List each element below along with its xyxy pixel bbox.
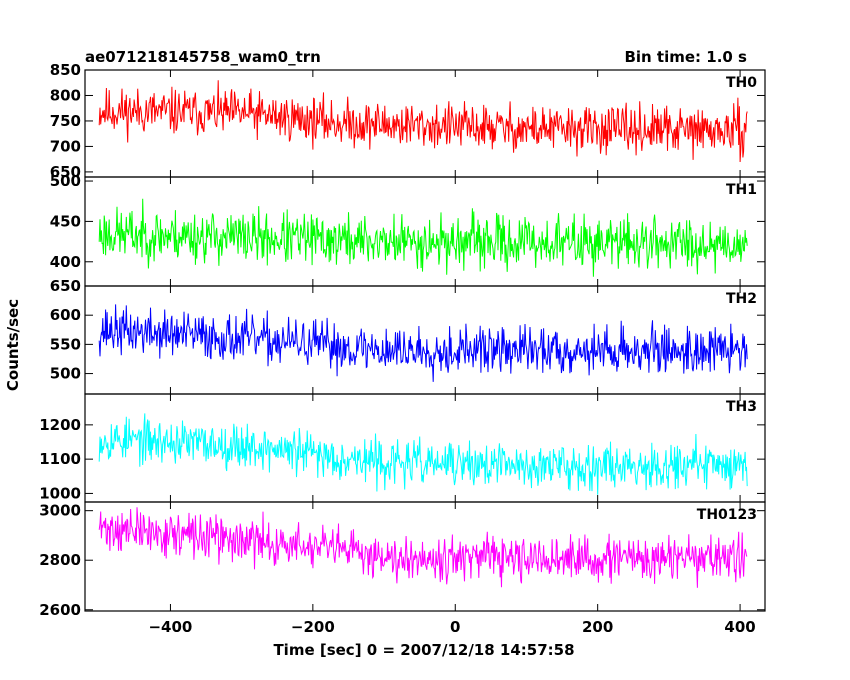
y-tick-label: 750 — [50, 112, 81, 130]
y-tick-label: 550 — [50, 335, 81, 353]
y-tick-label: 1100 — [39, 450, 81, 468]
panel-th0: 650 700 750 800 850 TH0 — [50, 61, 766, 181]
y-axis-label: Counts/sec — [4, 299, 22, 391]
panel-label: TH2 — [726, 291, 757, 307]
x-axis-label: Time [sec] 0 = 2007/12/18 14:57:58 — [273, 641, 574, 659]
panel-th0123: 2600 2800 3000 TH0123 — [39, 501, 766, 619]
y-tick-label: 3000 — [39, 502, 81, 520]
x-axis: −400 −200 0 200 400 — [148, 618, 755, 636]
y-tick-label: 850 — [50, 61, 81, 79]
series-line-th0 — [98, 80, 748, 163]
bin-time-label: Bin time: 1.0 s — [624, 48, 747, 66]
x-tick-label: 0 — [450, 618, 460, 636]
y-tick-label: 800 — [50, 86, 81, 104]
y-tick-label: 650 — [50, 277, 81, 295]
y-tick-label: 1200 — [39, 416, 81, 434]
series-line-th0123 — [98, 507, 748, 588]
y-tick-label: 1000 — [39, 484, 81, 502]
panel-th3: 1000 1100 1200 TH3 — [39, 393, 766, 503]
y-tick-label: 500 — [50, 365, 81, 383]
panel-frame — [84, 69, 766, 178]
series-line-th3 — [98, 413, 748, 495]
y-tick-label: 2800 — [39, 551, 81, 569]
panel-label: TH0 — [726, 75, 757, 91]
x-tick-label: 400 — [724, 618, 755, 636]
x-tick-label: −400 — [148, 618, 192, 636]
panel-th2: 500 550 600 650 TH2 — [50, 277, 766, 395]
y-tick-label: 500 — [50, 172, 81, 190]
panel-th1: 400 450 500 TH1 — [50, 172, 766, 287]
chart-title: ae071218145758_wam0_trn — [85, 48, 321, 66]
series-line-th1 — [98, 198, 748, 277]
y-tick-label: 700 — [50, 137, 81, 155]
y-tick-label: 2600 — [39, 601, 81, 619]
panel-label: TH0123 — [697, 507, 757, 523]
x-tick-label: −200 — [291, 618, 335, 636]
x-tick-label: 200 — [582, 618, 613, 636]
panel-frame — [84, 501, 766, 612]
y-tick-label: 450 — [50, 212, 81, 230]
panels-group: 650 700 750 800 850 TH0 400 450 500 TH1 500 550 600 6… — [39, 61, 766, 619]
y-tick-label: 400 — [50, 253, 81, 271]
panel-label: TH3 — [726, 399, 757, 415]
series-line-th2 — [98, 304, 748, 382]
panel-label: TH1 — [726, 182, 757, 198]
y-tick-label: 600 — [50, 306, 81, 324]
y-tick-label: 650 — [50, 163, 81, 181]
